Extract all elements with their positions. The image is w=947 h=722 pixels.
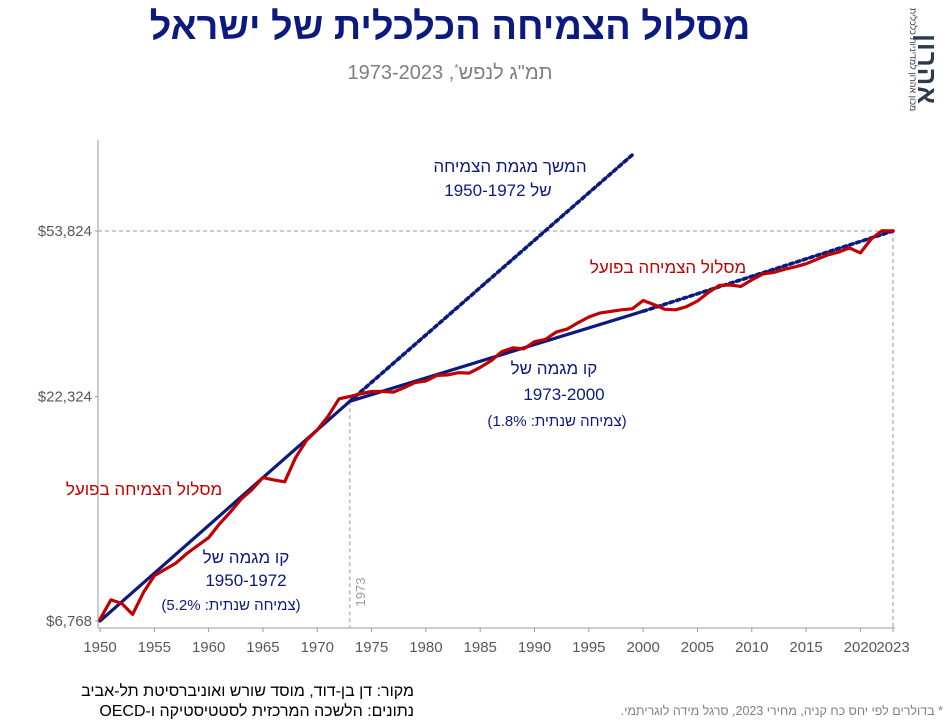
institute-logo: מכון אהרון למדיניות כלכלית אהרון xyxy=(906,4,946,122)
x-tick-label: 1980 xyxy=(409,639,442,656)
source-line-2: נתונים: הלשכה המרכזית לסטטיסטיקה ו-OECD xyxy=(99,703,414,720)
footnote: * בדולרים לפי יחס כח קניה, מחירי 2023, ס… xyxy=(620,704,943,718)
trend-1950-label-growth: (צמיחה שנתית: 5.2%) xyxy=(161,597,300,614)
subtitle-footnote-mark: * xyxy=(454,62,459,75)
x-tick-label: 2005 xyxy=(681,639,714,656)
y-tick-label: $6,768 xyxy=(46,613,92,630)
x-tick-label: 1960 xyxy=(192,639,225,656)
y-tick-label: $22,324 xyxy=(38,389,92,406)
x-tick-label: 2000 xyxy=(626,639,659,656)
x-tick-label: 1985 xyxy=(464,639,497,656)
x-tick-label: 1965 xyxy=(246,639,279,656)
x-tick-label: 1990 xyxy=(518,639,551,656)
series-line-4 xyxy=(641,229,895,314)
trend-1973-label-line-1: קו מגמה של xyxy=(511,359,598,378)
x-tick-label: 1975 xyxy=(355,639,388,656)
actual-path-label-left: מסלול הצמיחה בפועל xyxy=(66,480,222,499)
continuation-label-line-1: המשך מגמת הצמיחה xyxy=(433,157,586,176)
y-tick-label: $53,824 xyxy=(38,223,92,240)
logo-text: מכון אהרון למדיניות כלכלית xyxy=(908,8,918,112)
x-tick-label: 2020 xyxy=(844,639,877,656)
x-ticks: 1950 1955 1960 1965 1970 1975 1980 1985 1990 1995… xyxy=(83,628,910,656)
logo-mark: אהרון xyxy=(912,34,942,105)
continuation-label-line-2: של 1950-1972 xyxy=(444,181,551,200)
growth-chart: 1973 1950 1955 1960 1965 1970 1975 1980 1985 199… xyxy=(38,140,910,656)
actual-path-label-right: מסלול הצמיחה בפועל xyxy=(590,258,746,277)
trend-1950-label-line-1: קו מגמה של xyxy=(203,548,290,567)
x-tick-label: 1995 xyxy=(572,639,605,656)
trend-1973-label-growth: (צמיחה שנתית: 1.8%) xyxy=(487,413,626,430)
series-line-2 xyxy=(347,153,635,404)
reference-lines: 1973 xyxy=(98,230,894,628)
x-tick-label: 2015 xyxy=(789,639,822,656)
subtitle-years: , 1973-2023 xyxy=(347,62,455,84)
series-line-0 xyxy=(98,229,895,621)
series-labels: המשך מגמת הצמיחה של 1950-1972 קו מגמה של 19… xyxy=(66,157,746,614)
series xyxy=(98,153,895,623)
axes xyxy=(97,140,895,629)
x-tick-label: 1970 xyxy=(301,639,334,656)
chart-subtitle: תמ"ג לנפש*, 1973-2023 xyxy=(0,62,900,85)
trend-1973-label-line-2: 1973-2000 xyxy=(523,385,604,404)
source-line-1: מקור: דן בן-דוד, מוסד שורש ואוניברסיטת ת… xyxy=(81,683,414,700)
trend-1950-label-line-2: 1950-1972 xyxy=(205,571,286,590)
y-ticks: $6,768 $22,324 $53,824 xyxy=(38,223,98,630)
chart-title: מסלול הצמיחה הכלכלית של ישראל xyxy=(149,6,751,48)
reference-year-label: 1973 xyxy=(353,578,368,607)
x-tick-label: 2023 xyxy=(876,639,909,656)
x-tick-label: 2010 xyxy=(735,639,768,656)
subtitle-main: תמ"ג לנפש xyxy=(458,62,553,84)
x-tick-label: 1955 xyxy=(138,639,171,656)
source-note: מקור: דן בן-דוד, מוסד שורש ואוניברסיטת ת… xyxy=(81,682,414,722)
x-tick-label: 1950 xyxy=(83,639,116,656)
